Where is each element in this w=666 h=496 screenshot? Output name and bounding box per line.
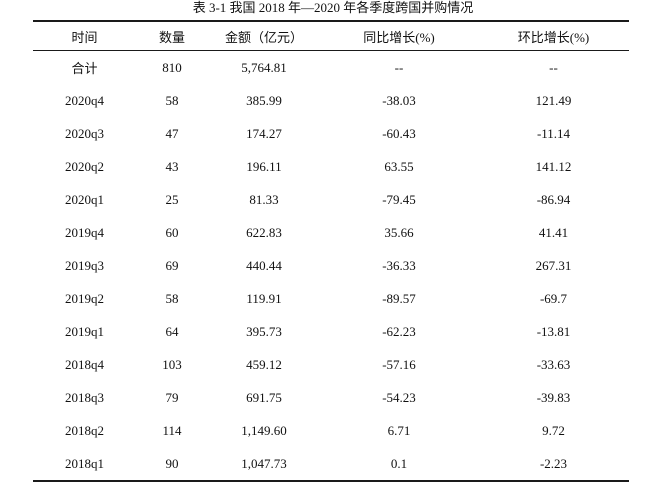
cell-qoq: 121.49	[535, 92, 572, 108]
table-row: 2019q2 58 119.91 -89.57 -69.7	[33, 282, 629, 315]
cell-qoq: 141.12	[535, 158, 572, 174]
cell-amount: 5,764.81	[241, 59, 287, 75]
cell-amount: 691.75	[246, 389, 282, 405]
cell-count: 47	[165, 125, 179, 141]
cell-time: 2020q3	[65, 125, 104, 141]
header-time: 时间	[71, 29, 98, 45]
table-caption: 表 3-1 我国 2018 年—2020 年各季度跨国并购情况	[192, 0, 474, 15]
cell-amount: 1,047.73	[241, 455, 287, 471]
cell-amount: 81.33	[249, 191, 279, 207]
table-row: 2020q1 25 81.33 -79.45 -86.94	[33, 183, 629, 216]
cell-qoq: -69.7	[539, 290, 568, 306]
cell-qoq: -2.23	[539, 455, 568, 471]
header-yoy-growth: 同比增长(%)	[363, 29, 435, 45]
cell-yoy: 6.71	[387, 422, 411, 438]
table-row: 2020q2 43 196.11 63.55 141.12	[33, 150, 629, 183]
cell-time: 2018q1	[65, 455, 104, 471]
cell-time: 2020q2	[65, 158, 104, 174]
header-qoq-growth: 环比增长(%)	[517, 29, 590, 45]
cell-amount: 174.27	[246, 125, 282, 141]
cell-yoy: -60.43	[382, 125, 416, 141]
table-row: 2020q4 58 385.99 -38.03 121.49	[33, 84, 629, 117]
cell-yoy: -54.23	[382, 389, 416, 405]
cell-count: 58	[165, 92, 179, 108]
cell-amount: 395.73	[246, 323, 282, 339]
cell-count: 64	[165, 323, 179, 339]
table-row: 2019q4 60 622.83 35.66 41.41	[33, 216, 629, 249]
cell-time: 2019q1	[65, 323, 104, 339]
cell-qoq: -33.63	[536, 356, 571, 372]
table-row: 2018q3 79 691.75 -54.23 -39.83	[33, 381, 629, 414]
cell-qoq: 267.31	[535, 257, 572, 273]
cell-time: 2019q3	[65, 257, 104, 273]
table-header-row: 时间 数量 金额（亿元） 同比增长(%) 环比增长(%)	[33, 22, 629, 51]
table-row: 2018q1 90 1,047.73 0.1 -2.23	[33, 447, 629, 480]
cell-time: 2018q3	[65, 389, 104, 405]
cell-amount: 119.91	[246, 290, 282, 306]
cell-qoq: 9.72	[542, 422, 565, 438]
cell-amount: 196.11	[246, 158, 282, 174]
cell-yoy: 0.1	[390, 455, 408, 471]
cell-qoq: -13.81	[536, 323, 571, 339]
cell-time: 2020q1	[65, 191, 104, 207]
cell-yoy: 35.66	[384, 224, 414, 240]
table-row: 2020q3 47 174.27 -60.43 -11.14	[33, 117, 629, 150]
table-row: 2019q3 69 440.44 -36.33 267.31	[33, 249, 629, 282]
table-row: 合计 810 5,764.81 -- --	[33, 51, 629, 84]
cell-time: 2020q4	[65, 92, 104, 108]
cell-amount: 385.99	[246, 92, 282, 108]
cell-yoy: -89.57	[382, 290, 416, 306]
cell-count: 90	[165, 455, 179, 471]
cell-amount: 1,149.60	[241, 422, 287, 438]
cell-yoy: -57.16	[382, 356, 416, 372]
cell-yoy: -38.03	[382, 92, 416, 108]
table-row: 2018q2 114 1,149.60 6.71 9.72	[33, 414, 629, 447]
cell-time: 2019q2	[65, 290, 104, 306]
cell-qoq: --	[549, 59, 558, 75]
header-amount: 金额（亿元）	[224, 29, 303, 45]
cell-time: 2019q4	[65, 224, 104, 240]
table-row: 2018q4 103 459.12 -57.16 -33.63	[33, 348, 629, 381]
cell-count: 25	[165, 191, 179, 207]
cell-count: 114	[162, 422, 182, 438]
cell-count: 60	[165, 224, 179, 240]
cell-count: 69	[165, 257, 179, 273]
cell-yoy: 63.55	[384, 158, 414, 174]
cell-qoq: -39.83	[536, 389, 571, 405]
cell-count: 43	[165, 158, 179, 174]
header-count: 数量	[158, 29, 185, 45]
cell-qoq: 41.41	[538, 224, 569, 240]
table-row: 2019q1 64 395.73 -62.23 -13.81	[33, 315, 629, 348]
cell-yoy: -79.45	[382, 191, 416, 207]
cell-amount: 459.12	[246, 356, 282, 372]
cell-count: 58	[165, 290, 179, 306]
cell-time: 2018q4	[65, 356, 104, 372]
ma-table: 时间 数量 金额（亿元） 同比增长(%) 环比增长(%) 合计 810 5,76…	[33, 20, 629, 482]
cell-count: 810	[162, 59, 182, 75]
cell-amount: 622.83	[246, 224, 282, 240]
cell-qoq: -86.94	[536, 191, 571, 207]
cell-yoy: -62.23	[382, 323, 416, 339]
cell-qoq: -11.14	[536, 125, 571, 141]
cell-amount: 440.44	[246, 257, 282, 273]
cell-yoy: -36.33	[382, 257, 416, 273]
cell-count: 103	[162, 356, 182, 372]
cell-time: 合计	[71, 61, 98, 76]
cell-time: 2018q2	[65, 422, 104, 438]
cell-yoy: --	[394, 59, 404, 75]
cell-count: 79	[165, 389, 179, 405]
